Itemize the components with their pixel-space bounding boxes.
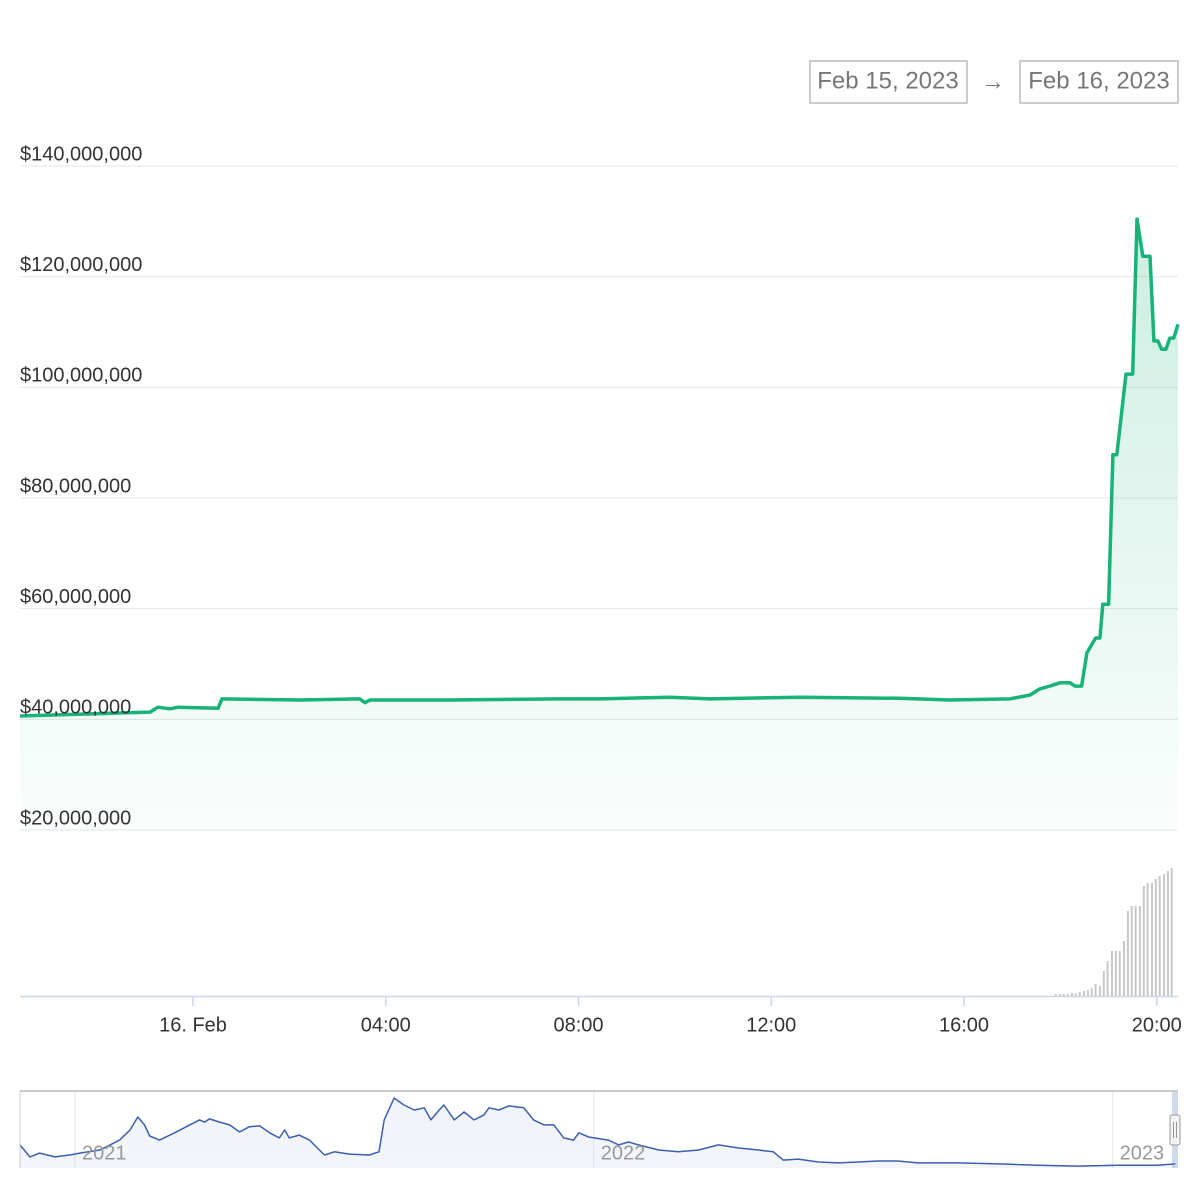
volume-bar <box>1098 986 1101 996</box>
volume-bar <box>1146 883 1149 996</box>
volume-bar <box>1151 883 1153 996</box>
series-line <box>19 1097 1176 1167</box>
range-to[interactable]: Feb 16, 2023 <box>1028 67 1169 94</box>
volume-bar <box>1130 906 1133 996</box>
volume-bar <box>1123 941 1125 996</box>
volume-bar <box>1090 988 1093 996</box>
navigator-tick-label: 2022 <box>601 1142 646 1164</box>
volume-bar <box>1142 886 1145 996</box>
series-line <box>19 217 1180 718</box>
volume-bar <box>1111 951 1113 996</box>
navigator-handle[interactable] <box>1169 1114 1181 1146</box>
volume-bar <box>1078 992 1081 996</box>
volume-bar <box>1054 994 1057 996</box>
volume-bar <box>1083 991 1085 996</box>
range-to-box[interactable] <box>1019 60 1179 104</box>
x-tick-label: 08:00 <box>553 1014 603 1036</box>
y-tick-label: $60,000,000 <box>20 586 131 608</box>
x-tick-label: 12:00 <box>746 1014 796 1036</box>
volume-bar <box>1062 994 1065 996</box>
y-tick-label: $100,000,000 <box>20 365 142 387</box>
range-from[interactable]: Feb 15, 2023 <box>817 67 958 94</box>
volume-bar <box>1134 906 1137 996</box>
y-tick-label: $120,000,000 <box>20 254 142 276</box>
y-tick-label: $40,000,000 <box>20 697 131 719</box>
x-tick-label: 20:00 <box>1132 1014 1182 1036</box>
y-tick-label: $140,000,000 <box>20 143 142 165</box>
navigator-tick-label: 2021 <box>82 1142 127 1164</box>
volume-bar <box>1170 868 1173 996</box>
x-tick-label: 04:00 <box>361 1014 411 1036</box>
volume-bar <box>1094 984 1097 996</box>
volume-bar <box>1166 871 1169 996</box>
volume-bar <box>1074 993 1077 996</box>
volume-bar <box>1058 994 1061 996</box>
volume-bar <box>1154 879 1157 996</box>
x-tick-label: 16. Feb <box>159 1014 227 1036</box>
volume-bar <box>1158 876 1161 996</box>
volume-bar <box>1066 994 1069 996</box>
navigator-tick-label: 2023 <box>1120 1142 1165 1164</box>
y-tick-label: $80,000,000 <box>20 475 131 497</box>
volume-bar <box>1118 951 1121 996</box>
volume-bar <box>1071 993 1073 996</box>
y-tick-label: $20,000,000 <box>20 807 131 829</box>
volume-bar <box>1138 906 1141 996</box>
range-from-box[interactable] <box>809 60 968 104</box>
volume-bar <box>1102 971 1105 996</box>
area-fill <box>20 1098 1176 1168</box>
area-fill <box>20 219 1178 831</box>
volume-bar <box>1114 951 1117 996</box>
volume-bar <box>1086 990 1089 996</box>
x-tick-label: 16:00 <box>939 1014 989 1036</box>
volume-bar <box>1163 874 1165 996</box>
volume-bar <box>1126 911 1129 996</box>
range-separator: → <box>981 68 1005 95</box>
volume-bar <box>1106 961 1109 996</box>
